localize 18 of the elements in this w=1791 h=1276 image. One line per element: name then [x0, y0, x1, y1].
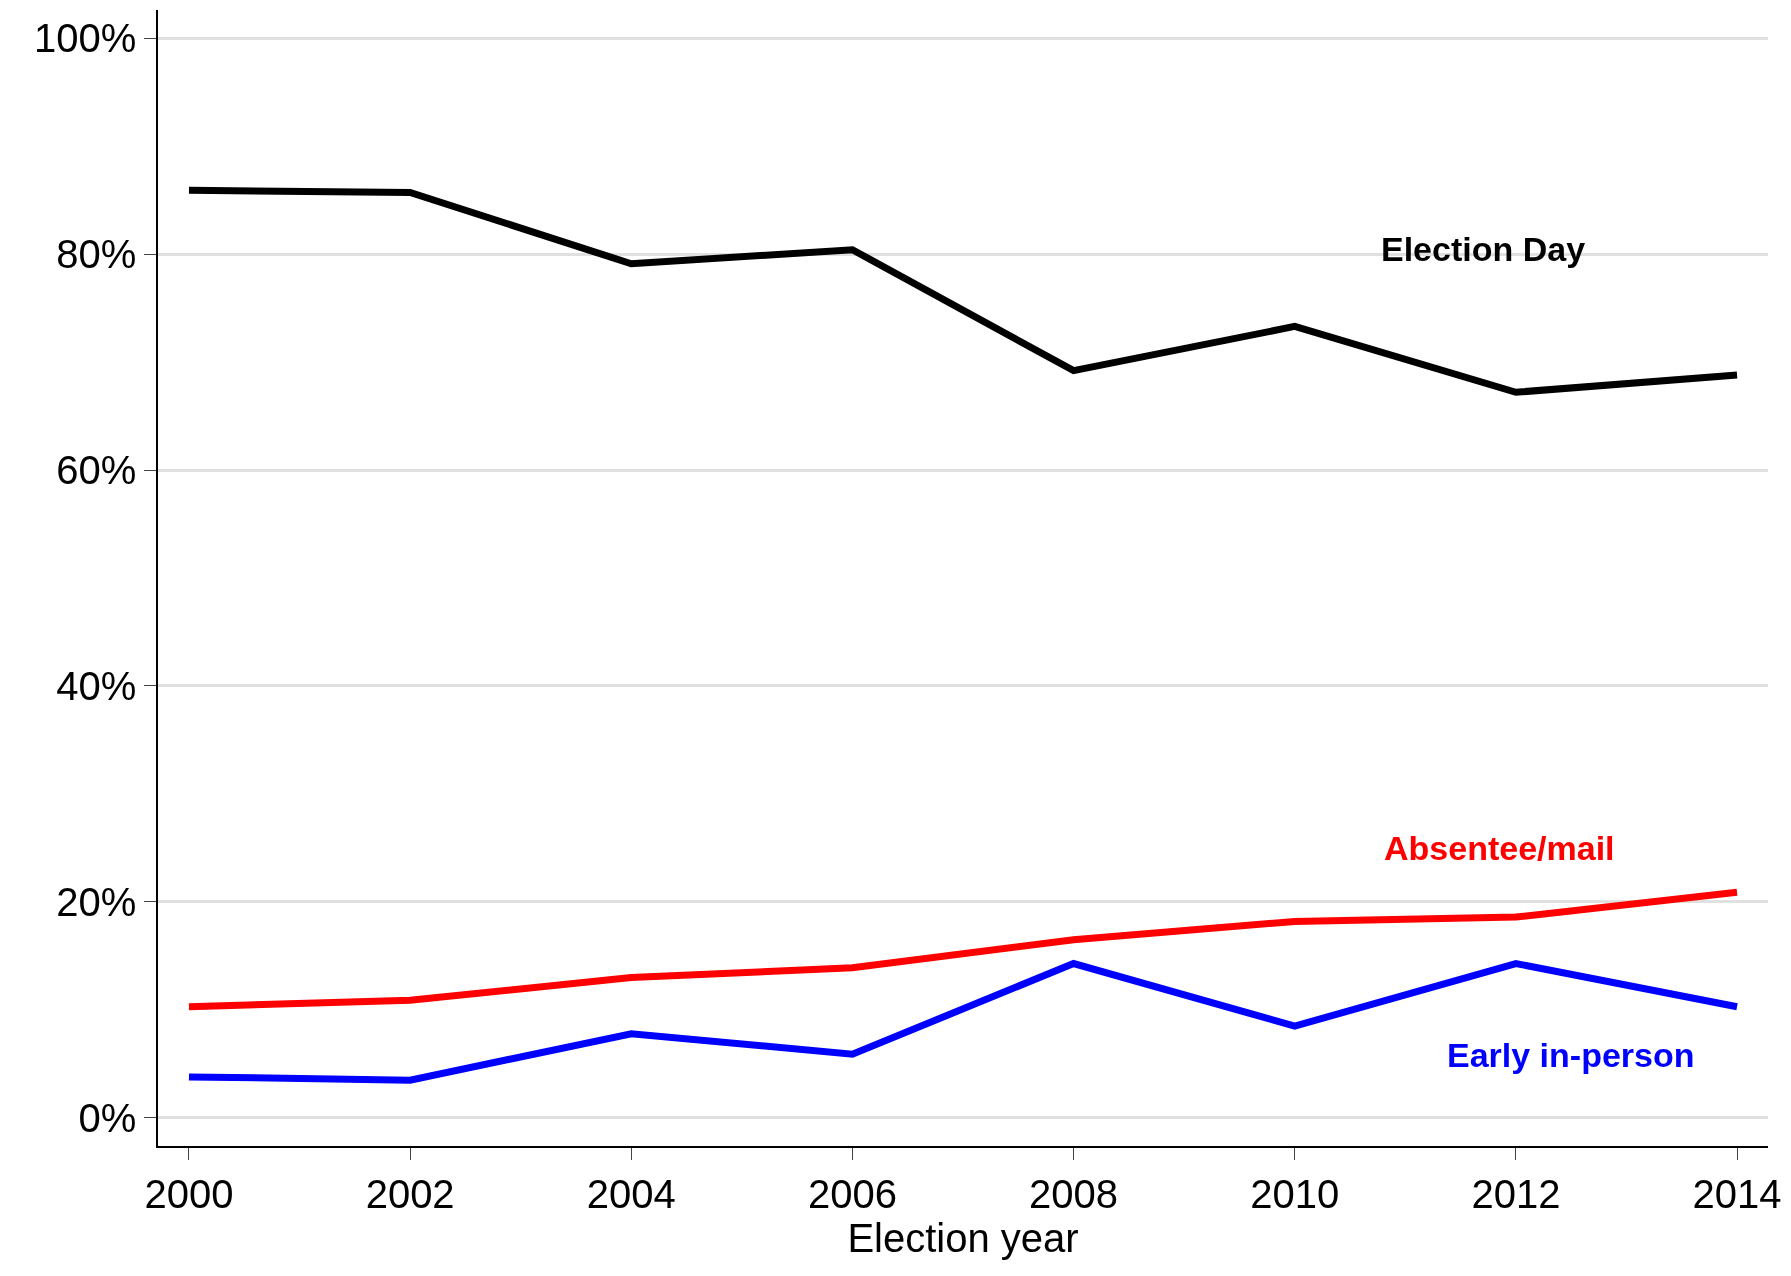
y-tick-label: 80%	[56, 232, 137, 277]
x-tick-label: 2002	[365, 1171, 455, 1216]
x-tick-label: 2000	[144, 1171, 234, 1216]
x-tick-label: 2008	[1029, 1171, 1119, 1216]
y-tick-label: 40%	[56, 663, 137, 708]
y-tick-label: 0%	[78, 1095, 137, 1140]
y-tick-label: 100%	[33, 16, 137, 61]
x-tick-label: 2014	[1692, 1171, 1782, 1216]
y-tick-label: 20%	[56, 879, 137, 924]
x-axis-title: Election year	[847, 1215, 1079, 1260]
x-tick-label: 2012	[1471, 1171, 1561, 1216]
x-tick-label: 2010	[1250, 1171, 1340, 1216]
series-label: Early in-person	[1447, 1036, 1695, 1074]
series-label: Absentee/mail	[1384, 829, 1615, 867]
y-tick-label: 60%	[56, 448, 137, 493]
text: Election Day	[1381, 230, 1586, 268]
x-tick-label: 2006	[807, 1171, 897, 1216]
x-tick-label: 2004	[586, 1171, 676, 1216]
